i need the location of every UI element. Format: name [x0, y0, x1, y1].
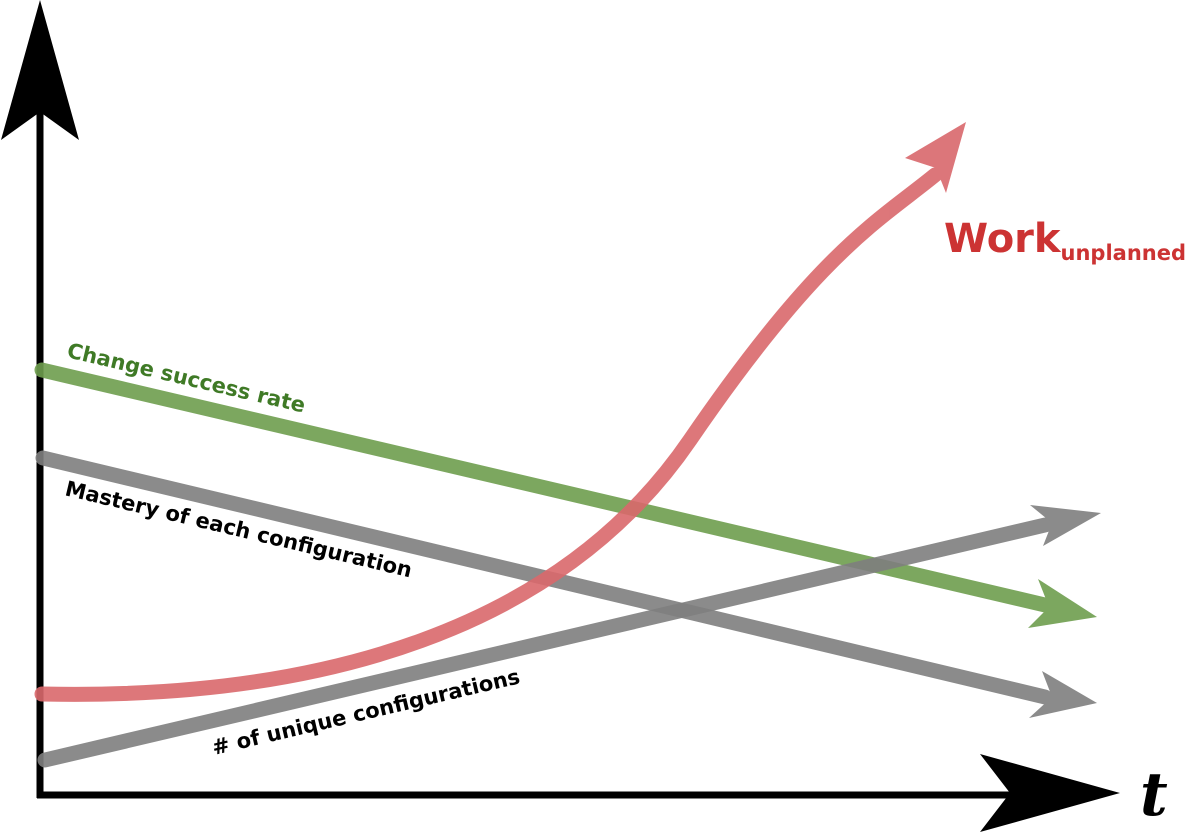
x-axis-label: t [1140, 760, 1168, 830]
work-unplanned-arrowhead [905, 122, 966, 193]
work-unplanned-label: Workunplanned [944, 216, 1186, 265]
work-unplanned-curve [34, 167, 943, 702]
axes: t [1, 0, 1168, 832]
work-label-main: Work [944, 216, 1062, 262]
unique-configurations-arrowhead [1030, 505, 1101, 546]
mastery-arrowhead [1029, 671, 1097, 718]
unique-configurations-line [37, 517, 1053, 768]
change-success-rate-arrowhead [1028, 579, 1097, 628]
series-unique-configurations [37, 505, 1101, 768]
work-label-subscript: unplanned [1061, 241, 1186, 265]
x-axis-arrowhead [980, 754, 1120, 832]
series-work-unplanned [34, 122, 966, 702]
y-axis-arrowhead [1, 0, 79, 140]
